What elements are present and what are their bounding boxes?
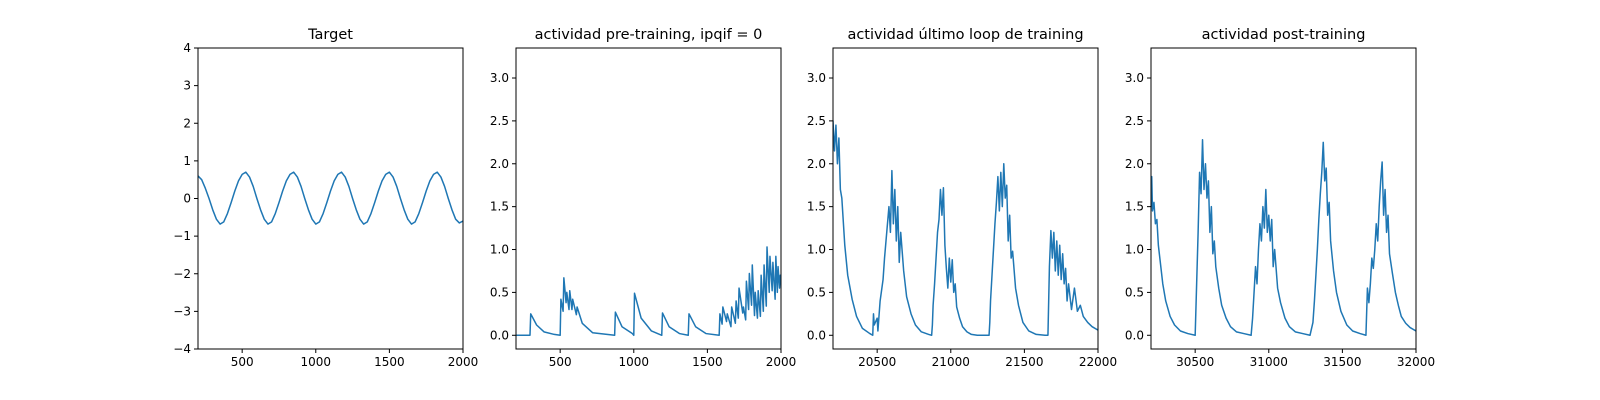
y-tick-label: 1.0 xyxy=(490,243,509,257)
subplot-last-training-loop: 20500 21000 21500 22000 0.0 0.5 1.0 1.5 2.0 2.5 3.… xyxy=(807,27,1117,369)
plot-title: actividad post-training xyxy=(1202,27,1366,43)
subplot-target: 500 1000 1500 2000 −4 −3 −2 −1 0 1 2 3 4 Target xyxy=(173,27,478,369)
series-line-1 xyxy=(198,171,463,225)
y-tick-label: 2.0 xyxy=(807,157,826,171)
x-tick-label: 32000 xyxy=(1397,355,1435,369)
y-tick-label: 3 xyxy=(183,79,191,93)
axes-frame xyxy=(515,47,782,350)
x-tick-label: 21500 xyxy=(1005,355,1043,369)
y-tick-label: 2.0 xyxy=(490,157,509,171)
y-tick-label: 3.0 xyxy=(807,71,826,85)
y-tick-label: 1.0 xyxy=(807,243,826,257)
x-tick-label: 20500 xyxy=(858,355,896,369)
x-tick-label: 22000 xyxy=(1079,355,1117,369)
y-tick-label: 2.5 xyxy=(1125,114,1144,128)
x-tick-label: 31000 xyxy=(1250,355,1288,369)
y-tick-label: −2 xyxy=(173,267,191,281)
x-tick-label: 1000 xyxy=(619,355,650,369)
x-tick-label: 1500 xyxy=(374,355,405,369)
plot-title: actividad pre-training, ipqif = 0 xyxy=(535,27,763,43)
x-tick-label: 30500 xyxy=(1176,355,1214,369)
x-tick-label: 2000 xyxy=(448,355,479,369)
y-tick-label: 0.0 xyxy=(490,328,509,342)
series-line-1 xyxy=(1151,139,1416,337)
plot-title: Target xyxy=(307,27,353,43)
plot-title: actividad último loop de training xyxy=(847,27,1083,43)
x-tick-label: 21000 xyxy=(932,355,970,369)
y-tick-label: 1.5 xyxy=(490,200,509,214)
axes-frame xyxy=(832,47,1099,350)
y-tick-label: 1.5 xyxy=(1125,200,1144,214)
y-tick-label: 2.5 xyxy=(807,114,826,128)
series-line-1 xyxy=(516,246,781,337)
x-tick-label: 1500 xyxy=(692,355,723,369)
x-tick-label: 500 xyxy=(549,355,572,369)
y-tick-label: 0.0 xyxy=(1125,328,1144,342)
y-tick-label: 1 xyxy=(183,154,191,168)
y-tick-label: 2.0 xyxy=(1125,157,1144,171)
x-tick-label: 31500 xyxy=(1323,355,1361,369)
y-tick-label: 0 xyxy=(183,192,191,206)
x-tick-label: 1000 xyxy=(301,355,332,369)
series-line-1 xyxy=(833,120,1098,337)
y-tick-label: 0.5 xyxy=(807,285,826,299)
y-tick-label: 2 xyxy=(183,116,191,130)
axes-frame xyxy=(1150,47,1417,350)
subplot-pre-training: 500 1000 1500 2000 0.0 0.5 1.0 1.5 2.0 2.5 3.0 acti… xyxy=(490,27,796,369)
y-tick-label: 0.0 xyxy=(807,328,826,342)
y-tick-label: −4 xyxy=(173,342,191,356)
x-tick-label: 500 xyxy=(231,355,254,369)
x-tick-label: 2000 xyxy=(766,355,797,369)
y-tick-label: 2.5 xyxy=(490,114,509,128)
y-tick-label: 1.5 xyxy=(807,200,826,214)
y-tick-label: −3 xyxy=(173,304,191,318)
y-tick-label: 1.0 xyxy=(1125,243,1144,257)
y-tick-label: 3.0 xyxy=(490,71,509,85)
y-tick-label: 0.5 xyxy=(490,285,509,299)
y-tick-label: 3.0 xyxy=(1125,71,1144,85)
subplot-post-training: 30500 31000 31500 32000 0.0 0.5 1.0 1.5 2.0 2.5 3.… xyxy=(1125,27,1435,369)
y-tick-label: 4 xyxy=(183,41,191,55)
y-tick-label: 0.5 xyxy=(1125,285,1144,299)
y-tick-label: −1 xyxy=(173,229,191,243)
